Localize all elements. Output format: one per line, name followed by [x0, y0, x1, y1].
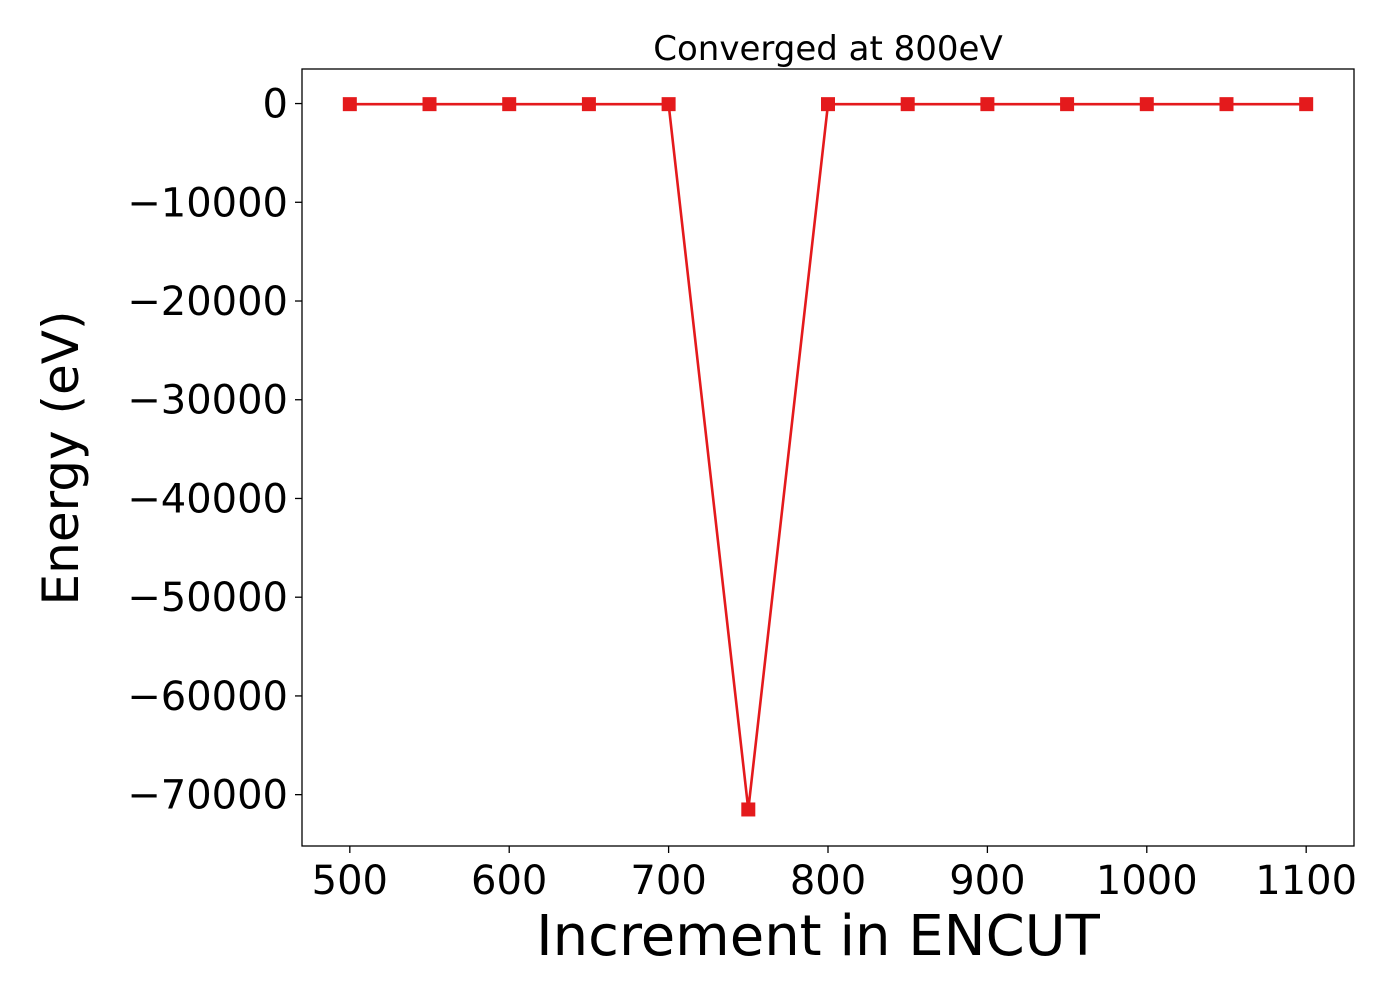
- data-point: [661, 97, 676, 112]
- x-tick-label: 900: [949, 858, 1025, 904]
- data-point: [1299, 97, 1314, 112]
- y-tick-label: −40000: [127, 476, 288, 522]
- y-tick-label: −50000: [127, 575, 288, 621]
- y-axis-title: Energy (eV): [32, 311, 90, 606]
- series-line: [349, 102, 1307, 810]
- data-point: [741, 802, 756, 817]
- x-axis: 500 600 700 800 900 1000 1100: [312, 846, 1357, 904]
- data-point: [342, 97, 357, 112]
- data-point: [821, 97, 835, 112]
- x-tick-label: 1100: [1255, 858, 1357, 904]
- y-tick-label: −30000: [127, 378, 288, 424]
- y-tick-label: −20000: [127, 279, 288, 325]
- y-axis: 0 −10000 −20000 −30000 −40000 −50000 −60000 −70…: [127, 82, 302, 819]
- x-tick-label: 800: [790, 858, 866, 904]
- data-point: [980, 97, 995, 112]
- x-tick-label: 700: [630, 858, 706, 904]
- data-point: [502, 97, 517, 112]
- data-point: [1060, 97, 1075, 112]
- series-layer: [342, 97, 1314, 817]
- plot-area-frame: [301, 68, 1355, 847]
- y-tick-label: 0: [263, 82, 288, 128]
- data-point: [422, 97, 437, 112]
- data-point: [581, 97, 596, 112]
- data-point: [1139, 97, 1154, 112]
- data-point: [900, 97, 915, 112]
- x-tick-label: 1000: [1096, 858, 1198, 904]
- x-tick-label: 500: [312, 858, 388, 904]
- data-point: [1219, 97, 1234, 112]
- y-tick-label: −70000: [127, 773, 288, 819]
- y-tick-label: −60000: [127, 674, 288, 720]
- chart-title: Converged at 800eV: [653, 29, 1002, 69]
- x-axis-title: Increment in ENCUT: [536, 904, 1101, 969]
- y-tick-label: −10000: [127, 180, 288, 226]
- x-tick-label: 600: [471, 858, 547, 904]
